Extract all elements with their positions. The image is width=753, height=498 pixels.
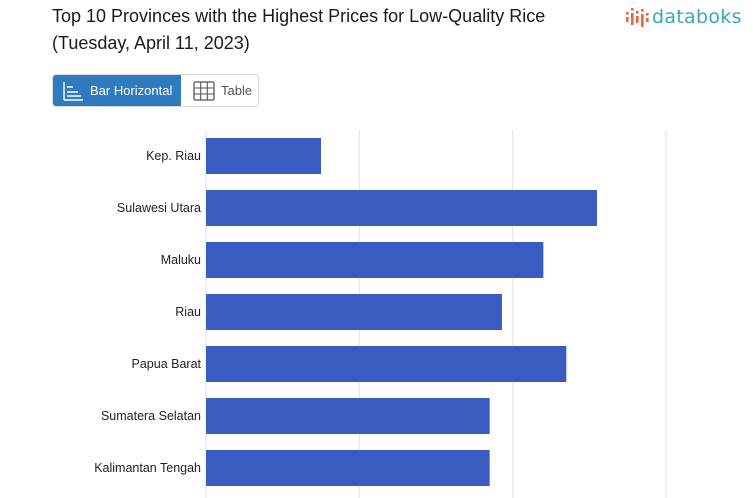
category-label: Kep. Riau (146, 149, 201, 163)
chart-title-line2: (Tuesday, April 11, 2023) (52, 33, 250, 53)
bar[interactable] (206, 138, 321, 174)
chart-title: Top 10 Provinces with the Highest Prices… (52, 3, 612, 57)
bar[interactable] (206, 294, 502, 330)
table-grid-icon (193, 80, 215, 101)
view-toggle: Bar Horizontal Table (52, 74, 259, 107)
category-label: Papua Barat (132, 357, 202, 371)
bar-horizontal-label: Bar Horizontal (90, 83, 173, 98)
bar-horizontal-icon (63, 81, 83, 101)
bar-horizontal-button[interactable]: Bar Horizontal (53, 75, 181, 106)
chart-title-line1: Top 10 Provinces with the Highest Prices… (52, 6, 546, 26)
databoks-logo[interactable]: databoks (625, 4, 742, 30)
category-label: Kalimantan Tengah (94, 461, 201, 475)
databoks-bars-icon (625, 6, 649, 28)
category-label: Sulawesi Utara (117, 201, 201, 215)
category-label: Sumatera Selatan (101, 409, 201, 423)
category-label: Riau (175, 305, 201, 319)
table-label: Table (221, 83, 253, 98)
bar[interactable] (206, 398, 490, 434)
table-button[interactable]: Table (181, 75, 258, 106)
bar[interactable] (206, 450, 490, 486)
bar[interactable] (206, 346, 567, 382)
databoks-logo-text: databoks (652, 6, 742, 28)
bar[interactable] (206, 242, 544, 278)
category-label: Maluku (161, 253, 201, 267)
bar[interactable] (206, 190, 597, 226)
